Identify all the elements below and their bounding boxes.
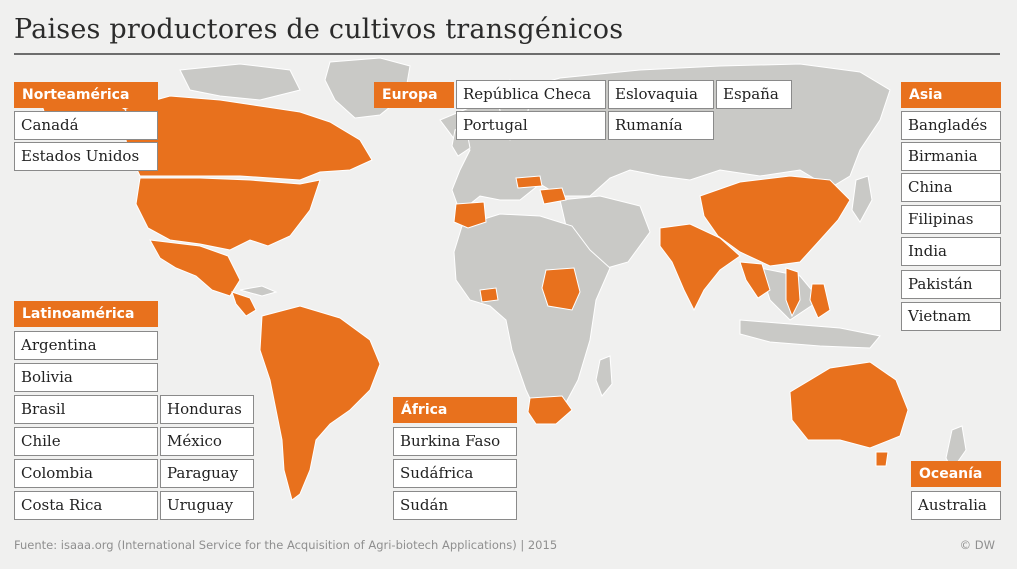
country-australia: Australia <box>911 491 1001 520</box>
page-title: Paises productores de cultivos transgéni… <box>14 14 624 45</box>
map-caribbean <box>239 285 278 297</box>
dw-credit: © DW <box>959 538 995 552</box>
region-label-norteamerica: Norteamérica <box>14 82 158 108</box>
country-honduras: Honduras <box>160 395 254 424</box>
country-paraguay: Paraguay <box>160 459 254 488</box>
map-usa <box>135 177 321 251</box>
country-portugal: Portugal <box>456 111 606 140</box>
country-sudafrica: Sudáfrica <box>393 459 517 488</box>
map-south-africa <box>527 395 573 425</box>
country-burkina-faso: Burkina Faso <box>393 427 517 456</box>
region-label-asia: Asia <box>901 82 1001 108</box>
map-pakistan-india <box>659 223 741 312</box>
title-divider <box>14 53 1000 55</box>
country-chile: Chile <box>14 427 158 456</box>
country-pakistan: Pakistán <box>901 270 1001 299</box>
country-argentina: Argentina <box>14 331 158 360</box>
country-banglades: Bangladés <box>901 111 1001 140</box>
region-label-latinoamerica: Latinoamérica <box>14 301 158 327</box>
country-sudan: Sudán <box>393 491 517 520</box>
map-burkina-faso <box>479 287 499 303</box>
country-brasil: Brasil <box>14 395 158 424</box>
country-vietnam: Vietnam <box>901 302 1001 331</box>
map-honduras-costa-rica <box>231 291 257 317</box>
map-sudan <box>541 267 581 311</box>
country-canada: Canadá <box>14 111 158 140</box>
country-filipinas: Filipinas <box>901 205 1001 234</box>
map-iberia <box>453 201 487 229</box>
region-label-africa: África <box>393 397 517 423</box>
country-rumania: Rumanía <box>608 111 714 140</box>
map-madagascar <box>595 355 613 397</box>
country-uruguay: Uruguay <box>160 491 254 520</box>
map-mexico <box>149 239 241 297</box>
map-bangladesh-burma <box>739 261 771 299</box>
map-japan <box>851 175 873 223</box>
country-espana: España <box>716 80 792 109</box>
country-republica-checa: República Checa <box>456 80 606 109</box>
map-new-zealand <box>945 425 967 471</box>
country-colombia: Colombia <box>14 459 158 488</box>
region-label-europa: Europa <box>374 82 454 108</box>
map-indonesia <box>739 319 881 349</box>
map-romania <box>539 187 567 205</box>
map-south-america <box>259 305 381 501</box>
source-note: Fuente: isaaa.org (International Service… <box>14 538 558 552</box>
country-china: China <box>901 173 1001 202</box>
map-arctic-islands <box>179 63 301 101</box>
map-tasmania <box>875 451 889 467</box>
country-costa-rica: Costa Rica <box>14 491 158 520</box>
region-label-oceania: Oceanía <box>911 461 1001 487</box>
country-estados-unidos: Estados Unidos <box>14 142 158 171</box>
map-canada <box>119 95 373 181</box>
map-australia <box>789 361 909 449</box>
map-philippines <box>809 283 831 319</box>
country-bolivia: Bolivia <box>14 363 158 392</box>
map-africa <box>453 213 611 421</box>
map-czech-slovakia <box>515 175 543 189</box>
map-vietnam <box>785 267 801 318</box>
country-birmania: Birmania <box>901 142 1001 171</box>
country-mexico: México <box>160 427 254 456</box>
country-eslovaquia: Eslovaquia <box>608 80 714 109</box>
country-india: India <box>901 237 1001 266</box>
map-china <box>699 175 851 267</box>
